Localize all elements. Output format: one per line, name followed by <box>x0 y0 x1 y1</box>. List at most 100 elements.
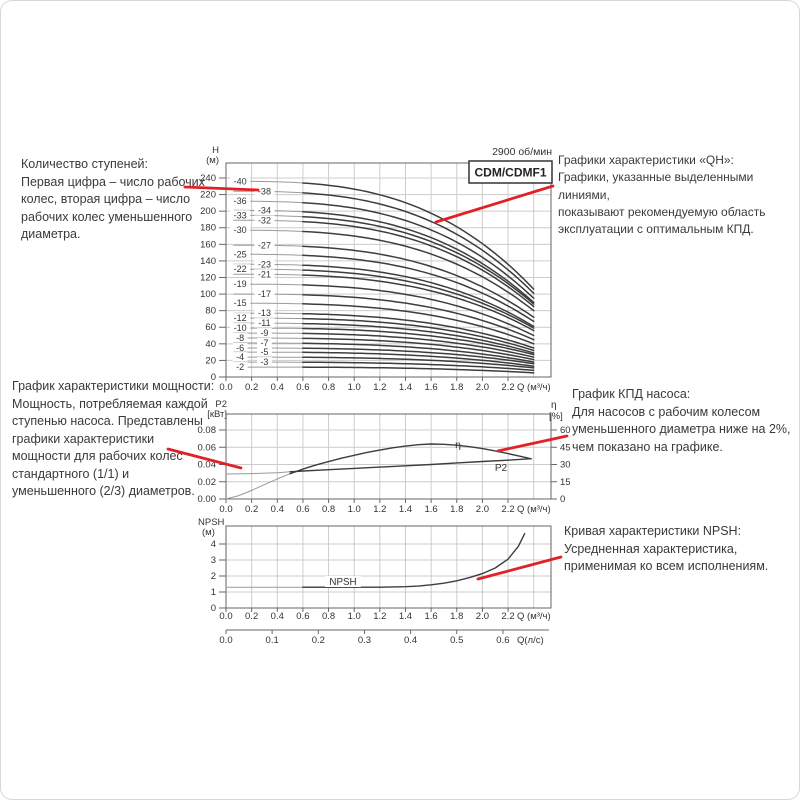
qh-curve-label--11: -11 <box>258 318 270 328</box>
svg-text:0.00: 0.00 <box>198 494 217 505</box>
svg-text:100: 100 <box>200 289 216 300</box>
svg-text:160: 160 <box>200 239 216 250</box>
svg-text:0.6: 0.6 <box>496 635 509 646</box>
svg-text:0: 0 <box>211 603 216 614</box>
svg-text:0.2: 0.2 <box>245 504 258 515</box>
svg-text:0.8: 0.8 <box>322 382 335 393</box>
svg-text:60: 60 <box>205 322 216 333</box>
qh-curve-label--19: -19 <box>234 279 247 289</box>
qh-curve-bold--4 <box>302 356 535 369</box>
svg-text:40: 40 <box>205 339 216 350</box>
qh-curve-label--23: -23 <box>258 259 271 269</box>
qh-curve-bold--23 <box>302 264 535 328</box>
svg-text:15: 15 <box>560 477 571 488</box>
svg-text:[кВт]: [кВт] <box>207 409 227 420</box>
qh-curve--9: -9 <box>233 328 535 358</box>
qh-curve--38: -38 <box>233 186 535 295</box>
qh-curve-label--4: -4 <box>236 352 244 362</box>
qh-curve--25: -25 <box>230 249 535 323</box>
qh-curve-bold--5 <box>302 351 535 367</box>
npsh-chart: 0 1 2 3 4 0.0 0.2 0.4 0.6 0.8 1.0 1.2 1.4 1.6 1.8 2.0 2.… <box>198 517 552 646</box>
svg-text:1.8: 1.8 <box>450 611 463 622</box>
svg-text:180: 180 <box>200 223 216 234</box>
qh-curve-bold--8 <box>302 337 535 361</box>
qh-curve-label--40: -40 <box>234 176 247 186</box>
qh-curve-label--25: -25 <box>234 249 247 259</box>
power-efficiency-chart: 0.00 0.02 0.04 0.06 0.08 0 15 30 45 60 0.0 0.2 0.4 0.… <box>198 399 571 515</box>
svg-text:2.2: 2.2 <box>501 611 514 622</box>
qh-curve--2: -2 <box>232 362 535 374</box>
qh-curve-bold--6 <box>302 347 535 365</box>
svg-text:1.0: 1.0 <box>348 611 361 622</box>
bold <box>289 443 532 475</box>
eta-curve-label: η <box>455 439 461 451</box>
svg-text:1.2: 1.2 <box>373 382 386 393</box>
svg-text:0.2: 0.2 <box>245 611 258 622</box>
note-npsh-curve: Кривая характеристики NPSH: Усредненная … <box>564 524 769 573</box>
svg-text:P2: P2 <box>215 399 227 410</box>
svg-text:0.06: 0.06 <box>198 442 217 453</box>
qh-curve-bold--30 <box>302 230 535 312</box>
svg-text:0.4: 0.4 <box>404 635 417 646</box>
svg-text:1.0: 1.0 <box>348 382 361 393</box>
svg-text:Q(л/с): Q(л/с) <box>517 635 544 646</box>
qh-curve-label--33: -33 <box>234 210 247 220</box>
qh-curve-label--27: -27 <box>258 240 271 250</box>
svg-text:30: 30 <box>560 460 571 471</box>
svg-text:1.4: 1.4 <box>399 504 412 515</box>
qh-curve--19: -19 <box>230 279 535 337</box>
qh-curve-bold--7 <box>302 342 535 363</box>
qh-curve-label--8: -8 <box>236 333 244 343</box>
npsh-curve-label: NPSH <box>329 577 356 588</box>
svg-text:0.4: 0.4 <box>271 382 284 393</box>
qh-curve-label--32: -32 <box>258 215 271 225</box>
svg-text:0.08: 0.08 <box>198 425 217 436</box>
svg-text:120: 120 <box>200 272 216 283</box>
svg-text:0.8: 0.8 <box>322 611 335 622</box>
svg-text:0.4: 0.4 <box>271 611 284 622</box>
qh-curve-bold--19 <box>302 284 535 337</box>
svg-text:220: 220 <box>200 190 216 201</box>
qh-curve-bold--22 <box>302 269 535 329</box>
svg-text:0: 0 <box>211 372 216 383</box>
qh-curve-label--22: -22 <box>234 264 247 274</box>
svg-text:2.0: 2.0 <box>476 382 489 393</box>
power-series-eta <box>225 443 532 500</box>
qh-curve-bold--13 <box>302 312 535 349</box>
qh-curve--23: -23 <box>233 259 535 328</box>
qh-curve--40: -40 <box>230 176 535 290</box>
svg-text:0.5: 0.5 <box>450 635 463 646</box>
qh-curve-label--13: -13 <box>258 308 271 318</box>
svg-text:1: 1 <box>211 587 216 598</box>
svg-text:2.0: 2.0 <box>476 504 489 515</box>
qh-curve-label--12: -12 <box>234 313 247 323</box>
svg-text:0.0: 0.0 <box>219 382 232 393</box>
qh-curve-bold--17 <box>302 294 535 341</box>
svg-text:200: 200 <box>200 206 216 217</box>
svg-text:1.2: 1.2 <box>373 504 386 515</box>
svg-text:0.6: 0.6 <box>296 611 309 622</box>
qh-curve-label--30: -30 <box>234 225 247 235</box>
qh-curve--15: -15 <box>230 298 535 345</box>
qh-curve-label--9: -9 <box>260 328 268 338</box>
svg-text:1.4: 1.4 <box>399 611 412 622</box>
svg-text:(м): (м) <box>206 155 219 166</box>
p2-curve-label: P2 <box>495 463 508 474</box>
note-qh-curves: Графики характеристики «QH»: Графики, ук… <box>558 153 766 237</box>
qh-curve-bold--34 <box>302 211 535 304</box>
svg-text:0: 0 <box>560 494 565 505</box>
qh-curve-label--36: -36 <box>234 196 247 206</box>
model-label: CDM/CDMF1 <box>475 166 547 180</box>
svg-text:60: 60 <box>560 425 571 436</box>
speed-label: 2900 об/мин <box>492 146 552 158</box>
svg-text:240: 240 <box>200 173 216 184</box>
qh-curve-bold--15 <box>302 303 535 345</box>
model-label-box <box>468 160 553 184</box>
note-efficiency: График КПД насоса: Для насосов с рабочим… <box>572 387 791 454</box>
svg-text:0.2: 0.2 <box>312 635 325 646</box>
qh-curve-label--6: -6 <box>236 343 244 353</box>
svg-text:20: 20 <box>205 355 216 366</box>
qh-curve-bold--2 <box>302 366 535 374</box>
qh-pointer <box>434 184 555 224</box>
